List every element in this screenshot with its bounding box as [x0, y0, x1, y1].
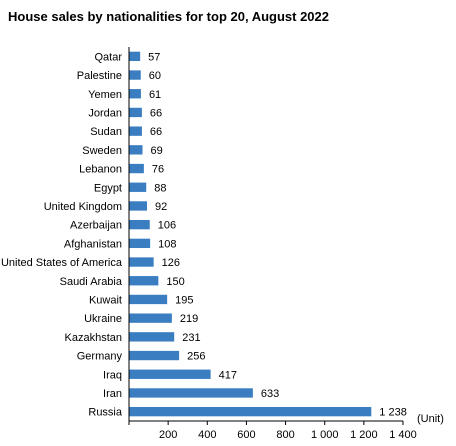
data-label: 256 [187, 351, 205, 363]
data-label: 57 [148, 51, 160, 63]
data-label: 66 [150, 126, 162, 138]
category-label: Germany [77, 351, 123, 363]
bar [129, 332, 175, 342]
bar [129, 294, 168, 305]
x-tick-label: 600 [237, 429, 255, 441]
x-tick-label: 400 [198, 429, 216, 441]
bar [129, 107, 142, 118]
category-label: Yemen [88, 89, 122, 101]
category-label: Lebanon [79, 164, 122, 176]
data-label: 219 [180, 313, 198, 325]
category-label: Jordan [88, 107, 122, 119]
bar [129, 369, 211, 379]
category-label: Afghanistan [64, 238, 122, 250]
x-tick-label: 1 200 [350, 429, 378, 441]
category-label: Qatar [94, 51, 122, 63]
data-label: 76 [152, 164, 164, 176]
data-label: 66 [150, 107, 162, 119]
data-label: 150 [166, 276, 184, 288]
bar [129, 238, 151, 249]
data-label: 88 [154, 182, 166, 194]
bar [129, 70, 141, 80]
chart-title: House sales by nationalities for top 20,… [8, 9, 329, 24]
category-label: United Kingdom [44, 201, 122, 213]
x-tick-label: 800 [276, 429, 294, 441]
data-label: 92 [155, 201, 167, 213]
data-label: 61 [149, 89, 161, 101]
data-label: 1 238 [379, 407, 407, 419]
category-label: Sweden [82, 145, 122, 157]
category-label: United States of America [1, 257, 123, 269]
category-label: Ukraine [84, 313, 122, 325]
category-label: Kazakhstan [65, 332, 122, 344]
bar [129, 89, 141, 99]
unit-label: (Unit) [417, 413, 444, 425]
bar [129, 257, 154, 267]
bar [129, 182, 147, 192]
x-tick-label: 200 [159, 429, 177, 441]
category-label: Kuwait [89, 294, 122, 306]
data-label: 108 [158, 238, 176, 250]
bar [129, 145, 143, 155]
category-label: Egypt [94, 182, 122, 194]
data-label: 126 [162, 257, 180, 269]
category-label: Azerbaijan [70, 220, 122, 232]
bar [129, 126, 142, 136]
category-label: Iraq [103, 369, 122, 381]
data-label: 195 [175, 294, 193, 306]
bar [129, 219, 150, 230]
category-label: Palestine [77, 70, 122, 82]
category-label: Sudan [90, 126, 122, 138]
data-label: 417 [219, 369, 237, 381]
bar [129, 51, 141, 62]
x-tick-label: 1 400 [389, 429, 417, 441]
data-label: 69 [151, 145, 163, 157]
data-label: 106 [158, 220, 176, 232]
bar [129, 313, 172, 323]
bar [129, 388, 253, 398]
category-label: Russia [88, 407, 123, 419]
data-label: 633 [261, 388, 279, 400]
x-tick-label: 1 000 [311, 429, 339, 441]
data-label: 60 [149, 70, 161, 82]
bar [129, 163, 144, 174]
category-label: Saudi Arabia [60, 276, 123, 288]
bar [129, 201, 148, 211]
category-label: Iran [103, 388, 122, 400]
bar [129, 276, 159, 286]
bar [129, 350, 180, 361]
data-label: 231 [182, 332, 200, 344]
bar [129, 406, 372, 417]
